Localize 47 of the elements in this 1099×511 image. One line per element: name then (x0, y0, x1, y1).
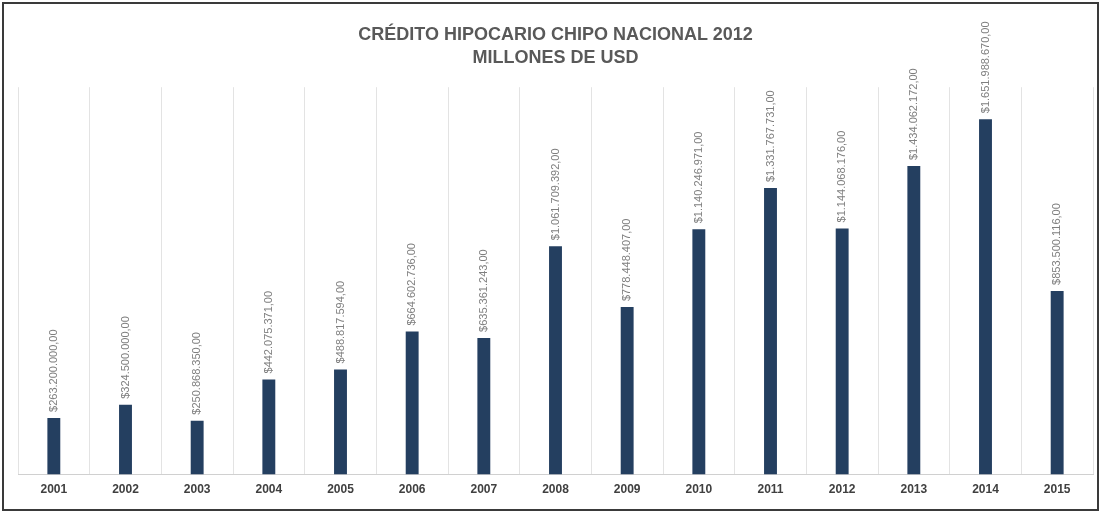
bar (1050, 290, 1064, 475)
data-label: $1.331.767.731,00 (763, 90, 776, 183)
bar (835, 228, 849, 475)
data-label: $778.448.407,00 (620, 218, 633, 302)
data-label: $1.434.062.172,00 (906, 68, 919, 161)
data-label: $442.075.371,00 (261, 290, 274, 374)
x-tick-label: 2008 (542, 482, 570, 497)
data-label: $1.140.246.971,00 (691, 131, 704, 224)
x-tick-label: 2002 (112, 482, 140, 497)
x-tick-label: 2014 (972, 482, 1000, 497)
bar (692, 229, 706, 475)
x-tick-label: 2015 (1043, 482, 1071, 497)
bar (119, 404, 132, 475)
x-tick-label: 2009 (613, 482, 641, 497)
data-label: $635.361.243,00 (476, 249, 489, 332)
x-tick-label: 2004 (255, 482, 283, 497)
bar (47, 417, 61, 475)
data-label: $488.817.594,00 (333, 280, 346, 364)
data-label: $853.500.116,00 (1050, 203, 1063, 285)
x-tick-label: 2006 (398, 482, 426, 497)
data-label: $1.144.068.176,00 (835, 130, 848, 223)
x-tick-label: 2007 (470, 482, 498, 497)
bar (190, 420, 204, 475)
bar (405, 331, 419, 475)
chart-subtitle: MILLONES DE USD (472, 47, 639, 68)
bar (477, 337, 491, 475)
x-tick-label: 2001 (40, 482, 68, 497)
data-label: $324.500.000,00 (118, 316, 131, 399)
data-label: $664.602.736,00 (405, 243, 418, 326)
data-label: $1.651.988.670,00 (978, 21, 991, 114)
x-tick-label: 2003 (183, 482, 211, 497)
bar (262, 379, 276, 475)
bar (979, 119, 992, 475)
data-label: $263.200.000,00 (46, 329, 59, 412)
bar (620, 307, 634, 475)
bar (764, 188, 777, 475)
bar (334, 369, 347, 475)
data-label: $250.868.350,00 (190, 332, 203, 415)
x-tick-label: 2011 (757, 482, 784, 497)
bar (549, 246, 562, 475)
x-tick-label: 2005 (327, 482, 355, 497)
x-tick-label: 2010 (685, 482, 713, 497)
bar (907, 166, 921, 475)
data-label: $1.061.709.392,00 (548, 148, 561, 241)
chart-title: CRÉDITO HIPOCARIO CHIPO NACIONAL 2012 (358, 22, 753, 44)
x-tick-label: 2012 (828, 482, 856, 497)
x-tick-label: 2013 (900, 482, 928, 497)
